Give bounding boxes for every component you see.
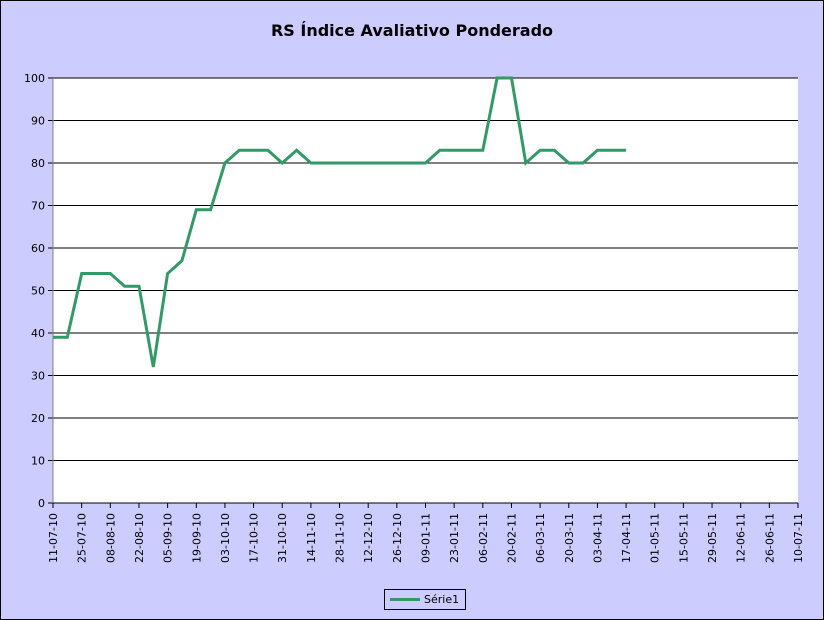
x-tick-label: 06-03-11 (534, 513, 547, 563)
x-tick-label: 03-10-10 (219, 513, 232, 563)
chart-title: RS Índice Avaliativo Ponderado (270, 21, 554, 40)
x-tick-label: 17-04-11 (620, 513, 633, 563)
x-tick-label: 31-10-10 (276, 513, 289, 563)
x-tick-label: 17-10-10 (248, 513, 261, 563)
y-tick-label: 0 (38, 497, 45, 510)
x-tick-label: 23-01-11 (448, 513, 461, 563)
y-tick-label: 70 (31, 200, 45, 213)
x-tick-label: 29-05-11 (706, 513, 719, 563)
x-tick-label: 03-04-11 (591, 513, 604, 563)
y-tick-label: 100 (24, 72, 45, 85)
x-tick-label: 05-09-10 (162, 513, 175, 563)
x-tick-label: 11-07-10 (47, 513, 60, 563)
y-tick-label: 50 (31, 285, 45, 298)
y-tick-label: 90 (31, 115, 45, 128)
x-tick-label: 19-09-10 (190, 513, 203, 563)
x-tick-label: 14-11-10 (305, 513, 318, 563)
x-tick-label: 15-05-11 (677, 513, 690, 563)
x-tick-label: 20-02-11 (505, 513, 518, 563)
x-tick-label: 22-08-10 (133, 513, 146, 563)
y-tick-label: 40 (31, 327, 45, 340)
x-tick-label: 25-07-10 (76, 513, 89, 563)
y-tick-label: 80 (31, 157, 45, 170)
x-tick-label: 26-06-11 (763, 513, 776, 563)
x-tick-label: 10-07-11 (792, 513, 805, 563)
x-tick-label: 06-02-11 (477, 513, 490, 563)
x-tick-label: 12-06-11 (735, 513, 748, 563)
legend-label: Série1 (424, 593, 460, 606)
x-tick-label: 08-08-10 (104, 513, 117, 563)
y-tick-label: 30 (31, 370, 45, 383)
y-tick-label: 10 (31, 455, 45, 468)
x-tick-label: 26-12-10 (391, 513, 404, 563)
x-tick-label: 01-05-11 (649, 513, 662, 563)
y-tick-label: 60 (31, 242, 45, 255)
x-tick-label: 12-12-10 (362, 513, 375, 563)
x-tick-label: 09-01-11 (420, 513, 433, 563)
x-tick-label: 28-11-10 (334, 513, 347, 563)
y-tick-label: 20 (31, 412, 45, 425)
series-line (53, 76, 627, 368)
legend: Série1 (384, 589, 466, 610)
x-tick-label: 20-03-11 (563, 513, 576, 563)
legend-swatch (390, 598, 420, 601)
